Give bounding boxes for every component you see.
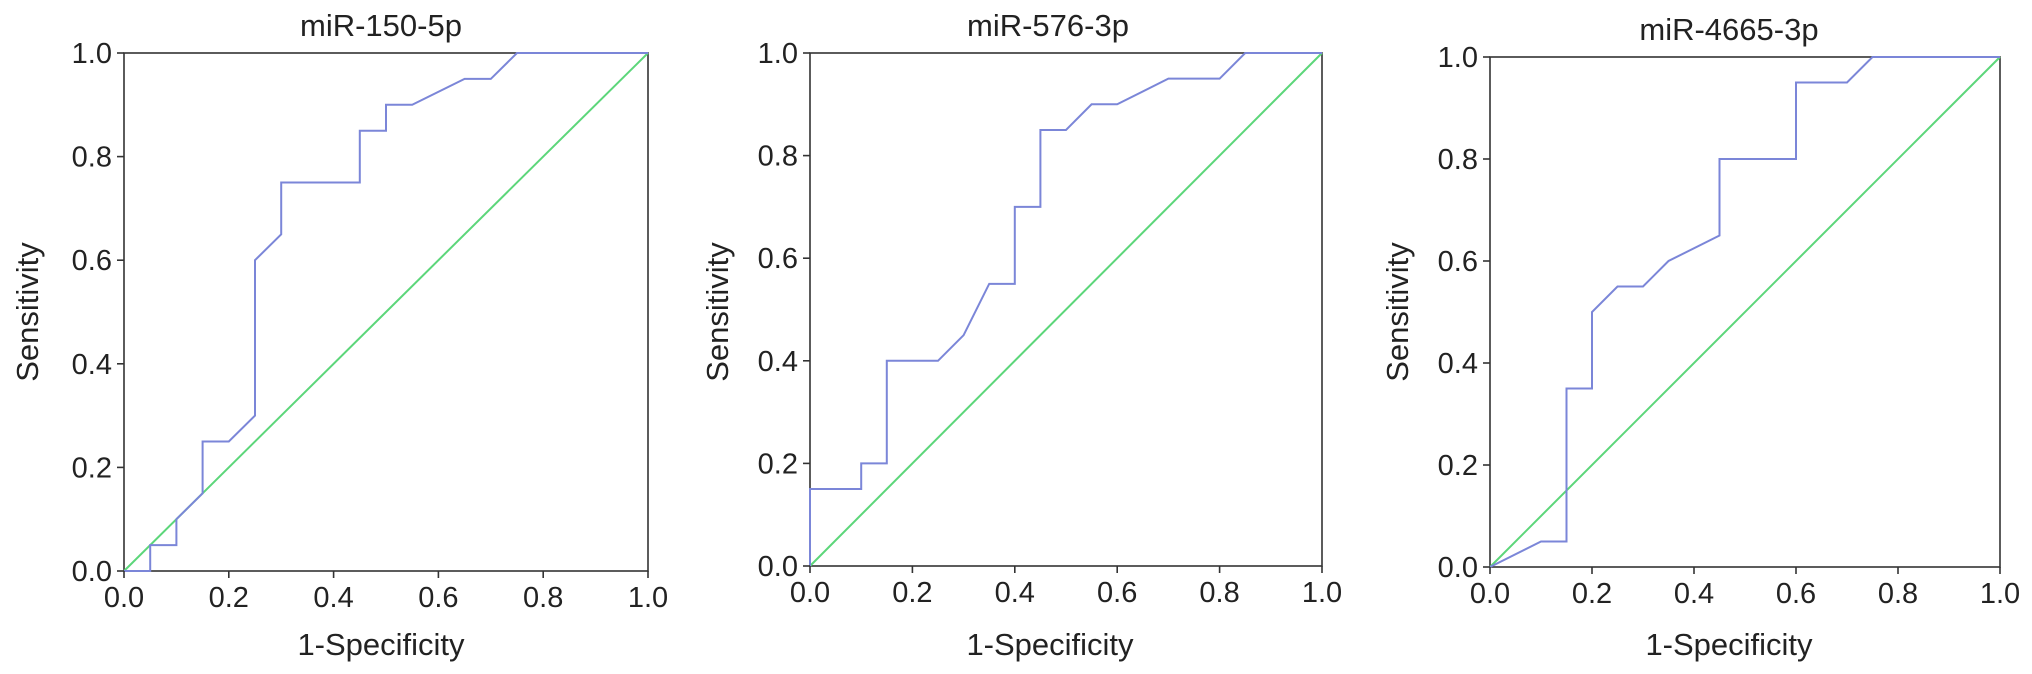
reference-diagonal — [123, 52, 649, 572]
y-tick-label: 0.2 — [1438, 450, 1478, 482]
y-tick-label: 0.6 — [758, 243, 798, 275]
panel-2-xlabel: 1-Specificity — [966, 627, 1134, 662]
x-tick-label: 1.0 — [628, 582, 668, 614]
panel-3-ylabel: Sensitivity — [1380, 242, 1415, 382]
y-tick-label: 1.0 — [758, 38, 798, 70]
x-tick-label: 0.0 — [1470, 578, 1510, 610]
x-tick-label: 0.2 — [209, 582, 249, 614]
y-tick-label: 0.4 — [72, 349, 112, 381]
y-tick-label: 0.8 — [758, 141, 798, 173]
roc-panel-2: miR-576-3p 1-Specificity Sensitivity 0.0… — [700, 8, 1342, 662]
x-tick-label: 0.0 — [104, 582, 144, 614]
x-tick-label: 1.0 — [1302, 577, 1342, 609]
y-tick-label: 0.2 — [72, 452, 112, 484]
y-tick-label: 0.6 — [72, 245, 112, 277]
panel-2-plot: 0.0 0.2 0.4 0.6 0.8 1.0 0.0 0.2 0.4 0.6 0.8 1.0 — [758, 38, 1342, 609]
roc-curve — [809, 52, 1322, 566]
y-tick-label: 0.4 — [1438, 348, 1478, 380]
x-tick-label: 0.8 — [1878, 578, 1918, 610]
y-tick-label: 0.6 — [1438, 246, 1478, 278]
plot-frame — [1489, 56, 2001, 568]
reference-diagonal — [809, 52, 1323, 567]
y-tick-label: 0.8 — [1438, 144, 1478, 176]
y-tick-label: 0.0 — [1438, 552, 1478, 584]
x-tick-label: 0.2 — [892, 577, 932, 609]
panel-1-xlabel: 1-Specificity — [297, 627, 465, 662]
panel-3-xlabel: 1-Specificity — [1645, 627, 1813, 662]
panel-1-title: miR-150-5p — [300, 8, 462, 43]
x-tick-label: 0.2 — [1572, 578, 1612, 610]
roc-panel-1: miR-150-5p 1-Specificity Sensitivity 0.0… — [10, 8, 668, 662]
panel-3-plot: 0.0 0.2 0.4 0.6 0.8 1.0 0.0 0.2 0.4 0.6 0.8 1.0 — [1438, 42, 2020, 610]
plot-frame — [809, 52, 1323, 567]
y-tick-label: 1.0 — [1438, 42, 1478, 74]
x-tick-label: 0.6 — [1776, 578, 1816, 610]
roc-curve — [124, 52, 648, 572]
y-tick-label: 0.2 — [758, 448, 798, 480]
y-tick-label: 0.4 — [758, 346, 798, 378]
x-tick-label: 0.8 — [1199, 577, 1239, 609]
roc-curve — [1489, 56, 2000, 568]
y-tick-label: 0.0 — [72, 556, 112, 588]
x-tick-label: 0.4 — [313, 582, 353, 614]
y-tick-label: 1.0 — [72, 38, 112, 70]
panel-3-title: miR-4665-3p — [1639, 12, 1818, 47]
x-tick-label: 0.4 — [1674, 578, 1714, 610]
roc-panel-3: miR-4665-3p 1-Specificity Sensitivity 0.… — [1380, 12, 2020, 662]
y-tick-label: 0.0 — [758, 551, 798, 583]
panel-2-ylabel: Sensitivity — [700, 242, 735, 382]
x-tick-label: 0.6 — [1097, 577, 1137, 609]
x-tick-label: 1.0 — [1980, 578, 2020, 610]
x-tick-label: 0.8 — [523, 582, 563, 614]
y-tick-label: 0.8 — [72, 142, 112, 174]
panel-1-plot: 0.0 0.2 0.4 0.6 0.8 1.0 0.0 0.2 0.4 0.6 0.8 1.0 — [72, 38, 668, 614]
x-tick-label: 0.0 — [790, 577, 830, 609]
panel-1-ylabel: Sensitivity — [10, 242, 45, 382]
x-tick-label: 0.6 — [418, 582, 458, 614]
reference-diagonal — [1489, 56, 2001, 568]
panel-2-title: miR-576-3p — [967, 8, 1129, 43]
plot-frame — [123, 52, 649, 572]
x-tick-label: 0.4 — [995, 577, 1035, 609]
